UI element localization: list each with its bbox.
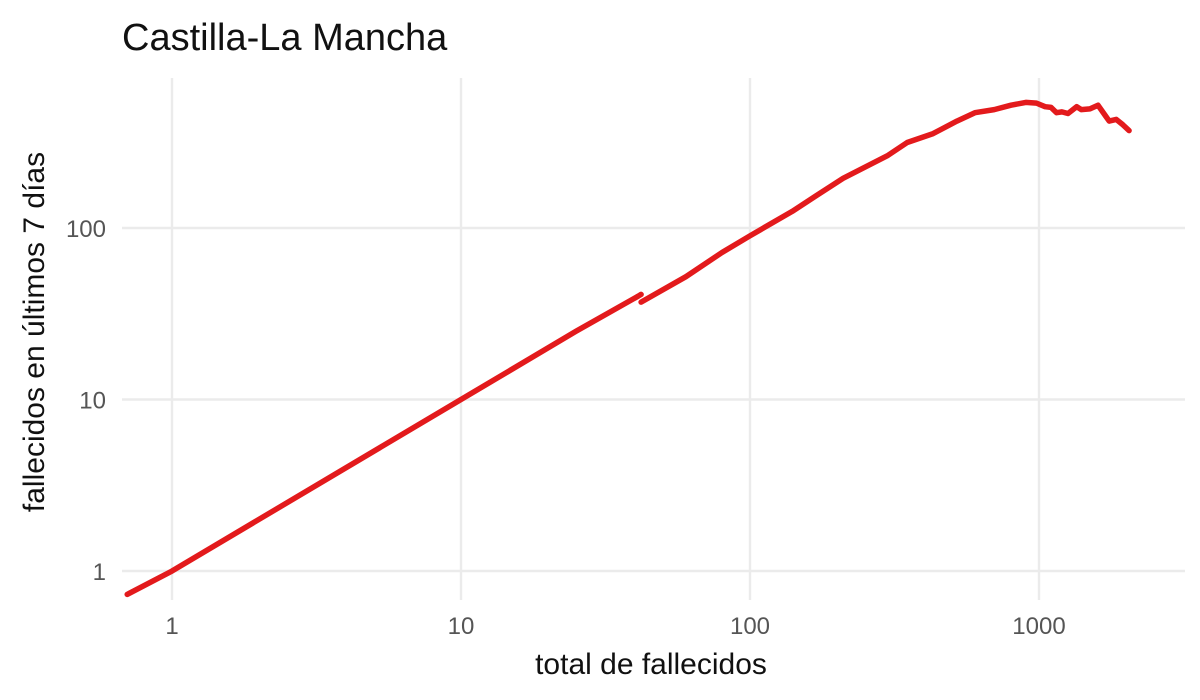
line-series xyxy=(124,99,1132,598)
grid xyxy=(122,78,1185,600)
x-tick-label: 10 xyxy=(448,613,475,640)
x-tick-label: 100 xyxy=(730,613,770,640)
y-tick-label: 100 xyxy=(66,216,106,243)
x-tick-label: 1000 xyxy=(1012,613,1065,640)
y-axis-title: fallecidos en últimos 7 días xyxy=(18,152,51,512)
x-tick-label: 1 xyxy=(165,613,178,640)
y-tick-label: 10 xyxy=(79,388,106,415)
x-axis-ticks: 1 10 100 1000 xyxy=(165,613,1065,640)
y-tick-label: 1 xyxy=(93,559,106,586)
x-axis-title: total de fallecidos xyxy=(535,648,767,681)
chart-title: Castilla-La Mancha xyxy=(122,17,448,59)
y-axis-ticks: 1 10 100 xyxy=(66,216,106,586)
series-line-segment xyxy=(124,291,644,598)
series-line-segment xyxy=(638,99,1132,305)
